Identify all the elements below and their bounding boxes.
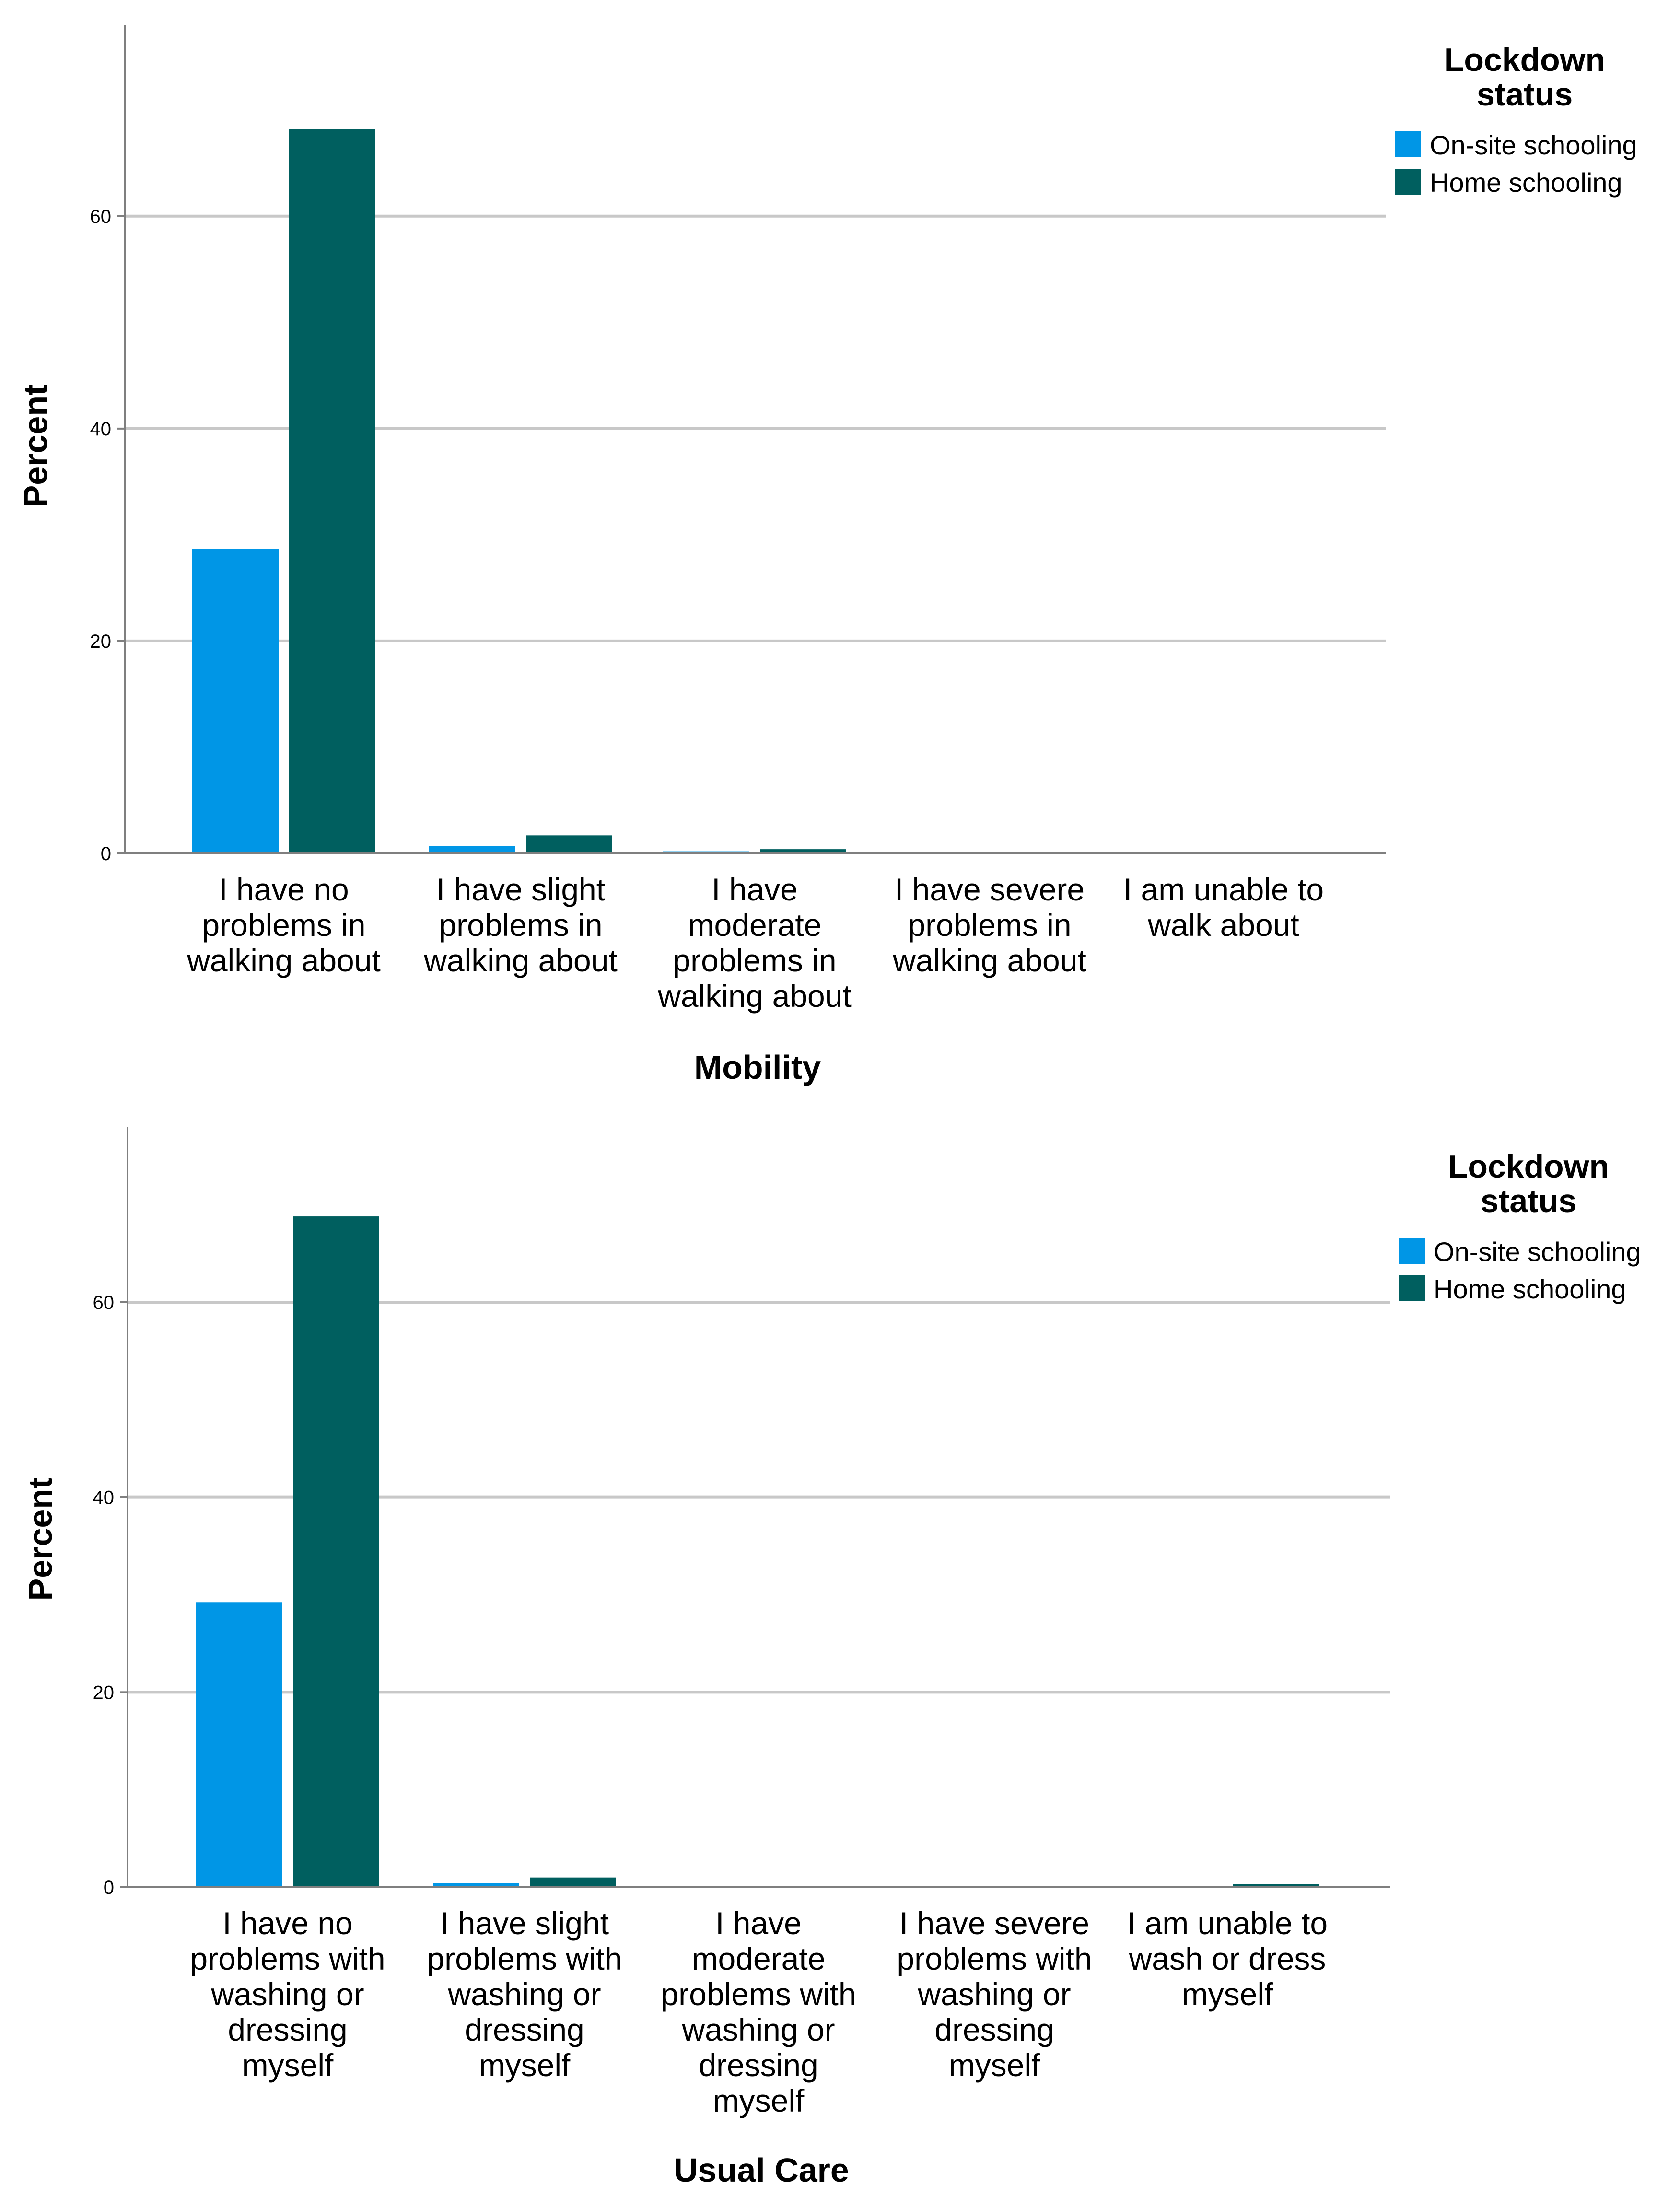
usual-care-y-tick-label: 40 <box>93 1487 115 1508</box>
mobility-bar-onsite-1 <box>429 846 515 853</box>
usual-care-category-label: problems with <box>661 1976 856 2012</box>
mobility-y-tick-label: 40 <box>90 419 112 440</box>
usual-care-category-label: I have no <box>222 1905 353 1941</box>
usual-care-bar-home-4 <box>1233 1884 1319 1887</box>
usual-care-category-label: problems with <box>897 1941 1092 1976</box>
usual-care-legend: Lockdown status On-site schooling Home s… <box>1399 1148 1641 1304</box>
mobility-category-label: problems in <box>202 907 365 943</box>
usual-care-bar-home-0 <box>293 1216 379 1887</box>
usual-care-category-label: wash or dress <box>1129 1941 1326 1976</box>
mobility-y-tick-label: 20 <box>90 631 112 652</box>
mobility-category-label: I have slight <box>436 872 605 907</box>
mobility-legend-swatch-onsite <box>1395 131 1421 157</box>
usual-care-category-label: dressing <box>699 2047 818 2083</box>
usual-care-category-label: myself <box>479 2047 571 2083</box>
usual-care-x-axis-title: Usual Care <box>674 2151 849 2189</box>
usual-care-bar-onsite-1 <box>433 1883 519 1887</box>
mobility-category-label: walking about <box>892 943 1086 978</box>
usual-care-y-tick-label: 60 <box>93 1292 115 1313</box>
mobility-legend-title: Lockdown <box>1444 42 1605 78</box>
usual-care-bar-onsite-0 <box>196 1602 282 1887</box>
usual-care-category-label: dressing <box>934 2012 1054 2047</box>
usual-care-y-axis-title: Percent <box>22 1478 59 1601</box>
mobility-legend-swatch-home <box>1395 169 1421 195</box>
mobility-category-label: walk about <box>1147 907 1299 943</box>
usual-care-legend-swatch-home <box>1399 1275 1425 1301</box>
usual-care-axes <box>127 1127 1390 1888</box>
mobility-bar-onsite-0 <box>192 549 279 853</box>
usual-care-category-label: I have slight <box>440 1905 609 1941</box>
mobility-legend-label-onsite: On-site schooling <box>1430 130 1637 160</box>
usual-care-category-label: dressing <box>465 2012 584 2047</box>
mobility-legend-label-home: Home schooling <box>1430 167 1622 198</box>
usual-care-bar-home-1 <box>530 1877 616 1887</box>
usual-care-legend-label-onsite: On-site schooling <box>1434 1237 1641 1267</box>
usual-care-bars <box>196 1216 1319 1887</box>
mobility-x-axis-title: Mobility <box>694 1049 821 1086</box>
usual-care-category-label: I am unable to <box>1127 1905 1328 1941</box>
mobility-legend: Lockdown status On-site schooling Home s… <box>1395 42 1637 198</box>
mobility-bar-home-0 <box>289 129 375 854</box>
mobility-axes <box>124 25 1386 854</box>
usual-care-legend-title: Lockdown <box>1448 1148 1609 1185</box>
mobility-bars <box>192 129 1315 854</box>
usual-care-category-label: myself <box>1182 1976 1273 2012</box>
usual-care-y-ticks: 0 20 40 60 <box>93 1292 128 1898</box>
usual-care-legend-swatch-onsite <box>1399 1238 1425 1264</box>
usual-care-category-label: I have <box>715 1905 802 1941</box>
usual-care-category-label: dressing <box>228 2012 347 2047</box>
mobility-category-label: problems in <box>439 907 602 943</box>
mobility-bar-home-1 <box>526 835 612 853</box>
usual-care-category-label: problems with <box>427 1941 622 1976</box>
usual-care-category-label: washing or <box>681 2012 835 2047</box>
mobility-category-label: problems in <box>673 943 836 978</box>
mobility-category-label: I am unable to <box>1123 872 1324 907</box>
mobility-y-tick-label: 0 <box>101 843 111 864</box>
usual-care-category-label: myself <box>713 2083 805 2118</box>
mobility-category-label: moderate <box>688 907 822 943</box>
usual-care-category-label: washing or <box>210 1976 364 2012</box>
usual-care-y-tick-label: 0 <box>104 1877 114 1898</box>
mobility-bar-onsite-2 <box>663 851 749 853</box>
usual-care-legend-label-home: Home schooling <box>1434 1274 1626 1304</box>
usual-care-category-label: myself <box>242 2047 334 2083</box>
mobility-y-ticks: 0 20 40 60 <box>90 206 125 864</box>
usual-care-y-tick-label: 20 <box>93 1682 115 1703</box>
usual-care-legend-title-line2: status <box>1481 1183 1576 1219</box>
usual-care-category-label: problems with <box>190 1941 385 1976</box>
mobility-y-tick-label: 60 <box>90 206 112 227</box>
usual-care-category-label: washing or <box>447 1976 601 2012</box>
mobility-category-label: I have <box>712 872 798 907</box>
mobility-category-label: walking about <box>657 978 852 1014</box>
usual-care-category-label: washing or <box>917 1976 1071 2012</box>
mobility-y-axis-title: Percent <box>17 385 54 508</box>
mobility-bar-home-2 <box>760 849 846 853</box>
mobility-legend-title-line2: status <box>1477 76 1573 113</box>
mobility-category-label: walking about <box>187 943 381 978</box>
usual-care-category-label: myself <box>949 2047 1040 2083</box>
mobility-category-label: I have no <box>219 872 349 907</box>
mobility-category-label: walking about <box>423 943 618 978</box>
mobility-category-label: I have severe <box>895 872 1085 907</box>
usual-care-category-label: I have severe <box>899 1905 1089 1941</box>
mobility-category-label: problems in <box>908 907 1071 943</box>
usual-care-category-label: moderate <box>692 1941 826 1976</box>
